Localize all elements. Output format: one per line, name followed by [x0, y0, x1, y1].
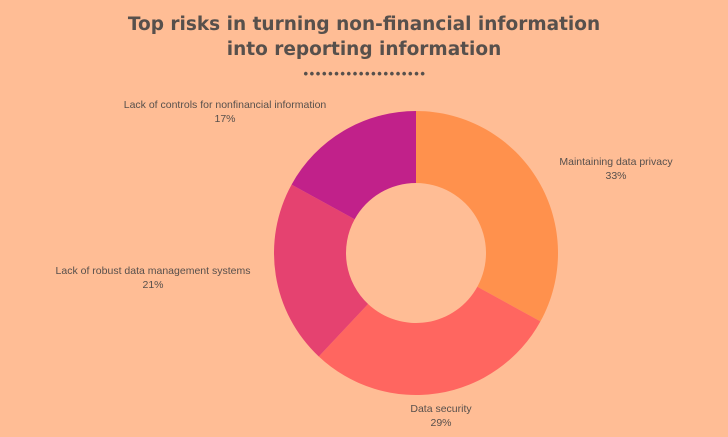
title-divider: ••••••••••••••••••••: [303, 66, 427, 81]
chart-title-line-2: into reporting information: [226, 39, 502, 60]
slice-label-3: Lack of robust data management systems: [56, 265, 251, 277]
slice-value-1: 33%: [605, 170, 626, 182]
slice-value-4: 17%: [214, 113, 235, 125]
donut-slice-1: [416, 111, 558, 322]
slice-label-2: Data security: [410, 403, 472, 415]
slice-label-4: Lack of controls for nonfinancial inform…: [124, 99, 327, 111]
slice-value-3: 21%: [142, 279, 163, 291]
chart-title-line-1: Top risks in turning non-financial infor…: [127, 14, 601, 35]
donut-slice-3: [274, 184, 369, 357]
slice-value-2: 29%: [430, 417, 451, 429]
donut-slice-2: [318, 286, 541, 395]
donut-slice-4: [291, 111, 416, 220]
chart-title: Top risks in turning non-financial infor…: [0, 12, 728, 62]
slice-label-1: Maintaining data privacy: [559, 156, 673, 168]
